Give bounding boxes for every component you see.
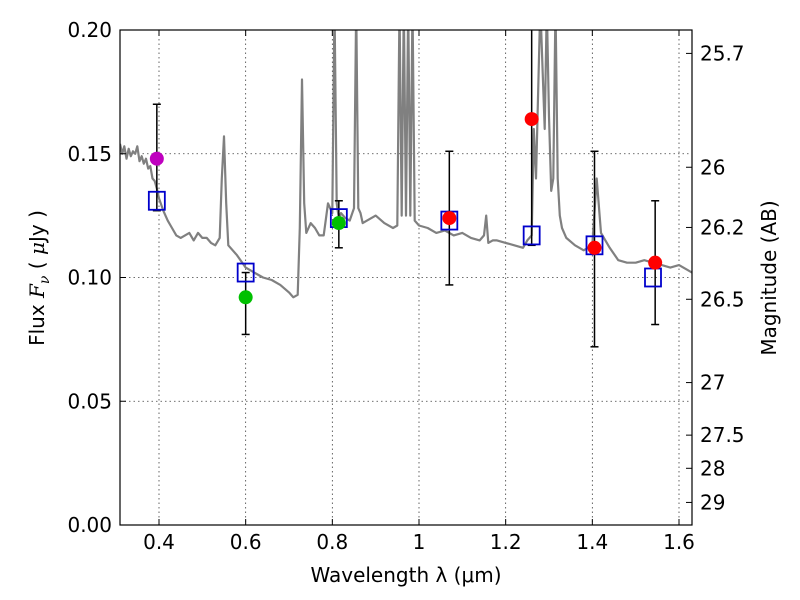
x-tick-label: 1.6 — [663, 530, 695, 554]
x-tick-label: 0.6 — [230, 530, 262, 554]
data-point-red — [524, 112, 539, 127]
grid — [120, 29, 692, 526]
data-point-red — [648, 255, 663, 270]
model-photometry-square — [147, 190, 166, 211]
y-tick-label: 0.20 — [67, 18, 112, 42]
right-tick-label: 27.5 — [700, 423, 745, 447]
data-point-green — [238, 290, 253, 305]
y-axis-label-part: Flux — [25, 298, 49, 346]
data-point-red — [442, 211, 457, 226]
data-point-green — [331, 216, 346, 231]
y-tick-label: 0.05 — [67, 389, 112, 413]
y-tick-label: 0.15 — [67, 142, 112, 166]
y-axis-label-part: ν — [37, 275, 53, 284]
right-tick-label: 26.2 — [700, 215, 745, 239]
y-axis-label: Flux Fν ( μJy ) — [25, 210, 53, 346]
right-tick-label: 29 — [700, 490, 725, 514]
x-tick-label: 1.2 — [490, 530, 522, 554]
x-tick-label: 0.8 — [316, 530, 348, 554]
y-axis-label-part: Jy ) — [25, 210, 49, 244]
right-tick-label: 26 — [700, 155, 725, 179]
y-tick-label: 0.00 — [67, 513, 112, 537]
plot-area — [120, 30, 692, 348]
x-tick-label: 1.4 — [576, 530, 608, 554]
x-tick-label: 1 — [413, 530, 426, 554]
right-tick-label: 27 — [700, 371, 725, 395]
model-spectrum-line — [120, 30, 692, 299]
right-tick-label: 25.7 — [700, 41, 745, 65]
data-point-magenta — [149, 151, 164, 166]
right-tick-label: 28 — [700, 456, 725, 480]
y-axis-label-part: ( — [25, 255, 49, 276]
data-point-red — [587, 240, 602, 255]
y-axis-label-part: F — [25, 283, 49, 299]
model-photometry-square — [236, 262, 255, 283]
y-axis-label-part: μ — [25, 242, 49, 255]
axis-ticks: 0.4 0.6 0.8 1 1.2 1.4 1.6 0.00 0.05 0.10 0.15 0.20 2… — [67, 18, 744, 554]
model-photometry-square — [522, 225, 541, 246]
right-tick-label: 26.5 — [700, 287, 745, 311]
x-tick-label: 0.4 — [143, 530, 175, 554]
right-axis-label: Magnitude (AB) — [757, 200, 781, 355]
y-tick-label: 0.10 — [67, 266, 112, 290]
x-axis-label: Wavelength λ (μm) — [310, 563, 501, 587]
